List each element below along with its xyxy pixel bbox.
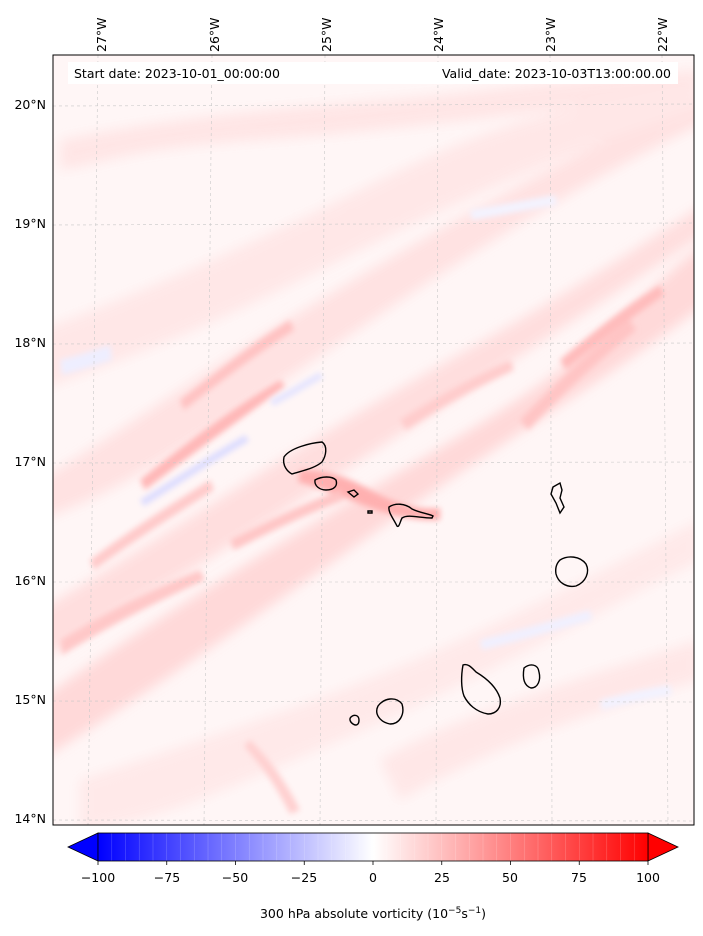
lat-label-15n: 15°N	[14, 692, 46, 707]
lat-label-19n: 19°N	[14, 216, 46, 231]
colorbar-tick-label: 50	[502, 870, 518, 885]
island-brava	[349, 714, 360, 726]
colorbar-tick-label: 25	[434, 870, 450, 885]
lon-label-24w: 24°W	[431, 17, 446, 52]
start-date-text: Start date: 2023-10-01_00:00:00	[74, 66, 280, 81]
island-santa-luzia	[346, 489, 360, 498]
lat-label-18n: 18°N	[14, 335, 46, 350]
colorbar-tick-label: −75	[153, 870, 181, 885]
map-frame	[52, 54, 695, 826]
colorbar-tick-label: −25	[290, 870, 318, 885]
colorbar-ramp	[98, 833, 648, 861]
colorbar-tick-label: −50	[221, 870, 249, 885]
colorbar-tick-label: −100	[80, 870, 116, 885]
colorbar-low-extension	[67, 832, 99, 862]
island-branco	[367, 510, 373, 514]
lon-label-25w: 25°W	[319, 17, 334, 52]
island-santiago	[460, 663, 502, 715]
lon-label-23w: 23°W	[543, 17, 558, 52]
vorticity-field	[53, 55, 694, 825]
colorbar-high-extension	[647, 832, 679, 862]
lat-label-16n: 16°N	[14, 573, 46, 588]
island-maio	[522, 664, 541, 689]
gridlines	[53, 55, 694, 825]
island-fogo	[376, 698, 404, 725]
lon-label-27w: 27°W	[94, 17, 109, 52]
island-sal	[550, 481, 565, 515]
lon-label-26w: 26°W	[207, 17, 222, 52]
colorbar-tick-label: 0	[369, 870, 377, 885]
island-sao-vicente	[314, 476, 338, 491]
lat-label-14n: 14°N	[14, 811, 46, 826]
island-sao-nicolau	[388, 503, 434, 528]
island-boa-vista	[555, 556, 589, 588]
coastlines	[282, 441, 589, 726]
island-santo-antao	[282, 441, 327, 475]
colorbar-label: 300 hPa absolute vorticity (10−5s−1)	[259, 906, 486, 922]
valid-date-text: Valid_date: 2023-10-03T13:00:00.00	[441, 66, 671, 81]
lat-label-17n: 17°N	[14, 454, 46, 469]
date-info-box: Start date: 2023-10-01_00:00:00 Valid_da…	[68, 62, 678, 84]
colorbar-tick-label: 75	[571, 870, 587, 885]
colorbar-tick-label: 100	[636, 870, 660, 885]
lon-label-22w: 22°W	[655, 17, 670, 52]
colorbar	[67, 832, 679, 865]
lat-label-20n: 20°N	[14, 97, 46, 112]
